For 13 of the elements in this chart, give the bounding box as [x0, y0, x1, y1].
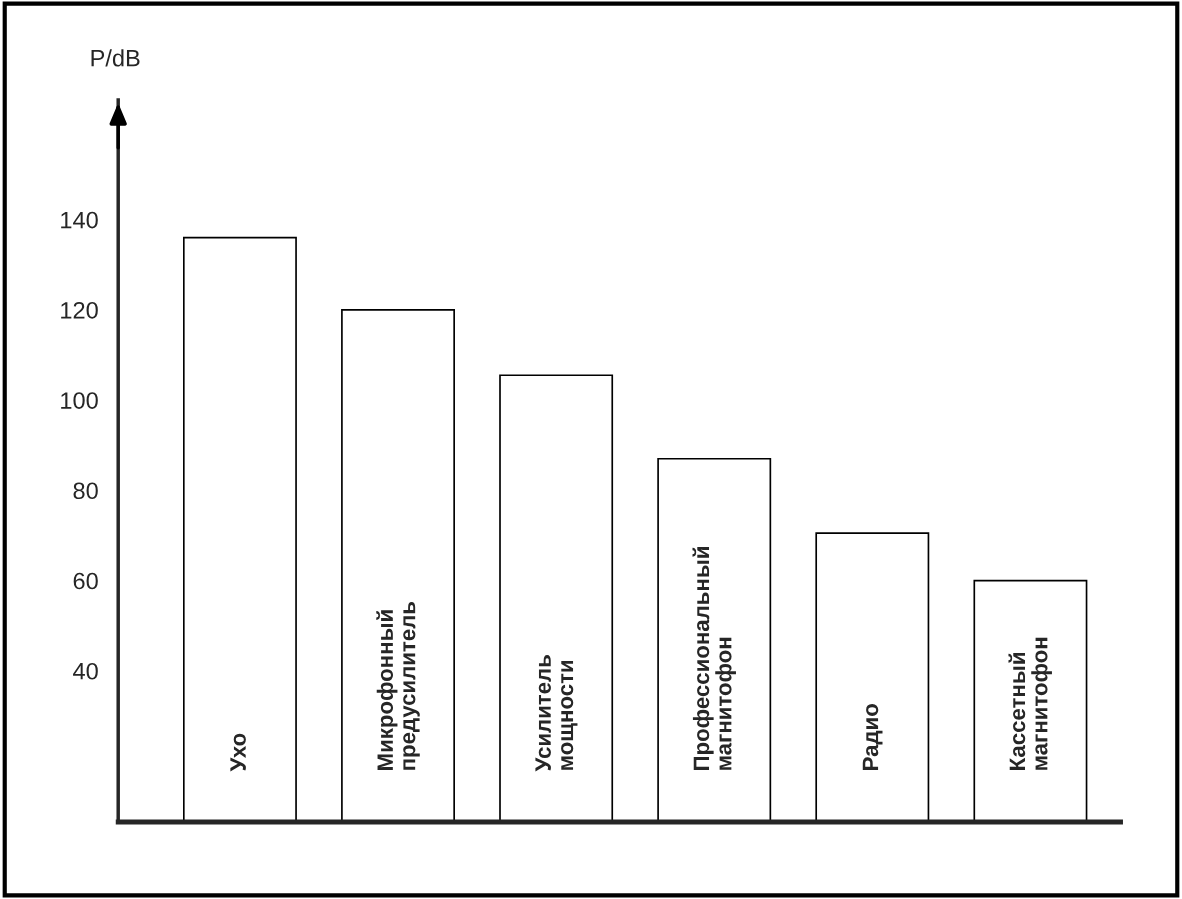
x-tick-label: Ухо [230, 733, 246, 772]
x-tick-label: Усилитель мощности [535, 655, 578, 772]
x-tick-label: Радио [862, 704, 883, 770]
y-tick-label: 100 [61, 392, 98, 409]
y-tick-label: 120 [61, 301, 98, 319]
y-tick-label: 40 [73, 662, 98, 680]
y-tick-label: 80 [73, 482, 98, 500]
x-tick-label: Профессиональный магнитофон [692, 547, 736, 770]
y-tick-label: 60 [73, 572, 98, 590]
x-tick-label: Кассетный магнитофон [1008, 637, 1052, 770]
y-axis-title: P/dB [91, 49, 140, 67]
y-tick-label: 140 [61, 211, 98, 229]
x-tick-label: Микрофонный предусилитель [376, 601, 420, 770]
